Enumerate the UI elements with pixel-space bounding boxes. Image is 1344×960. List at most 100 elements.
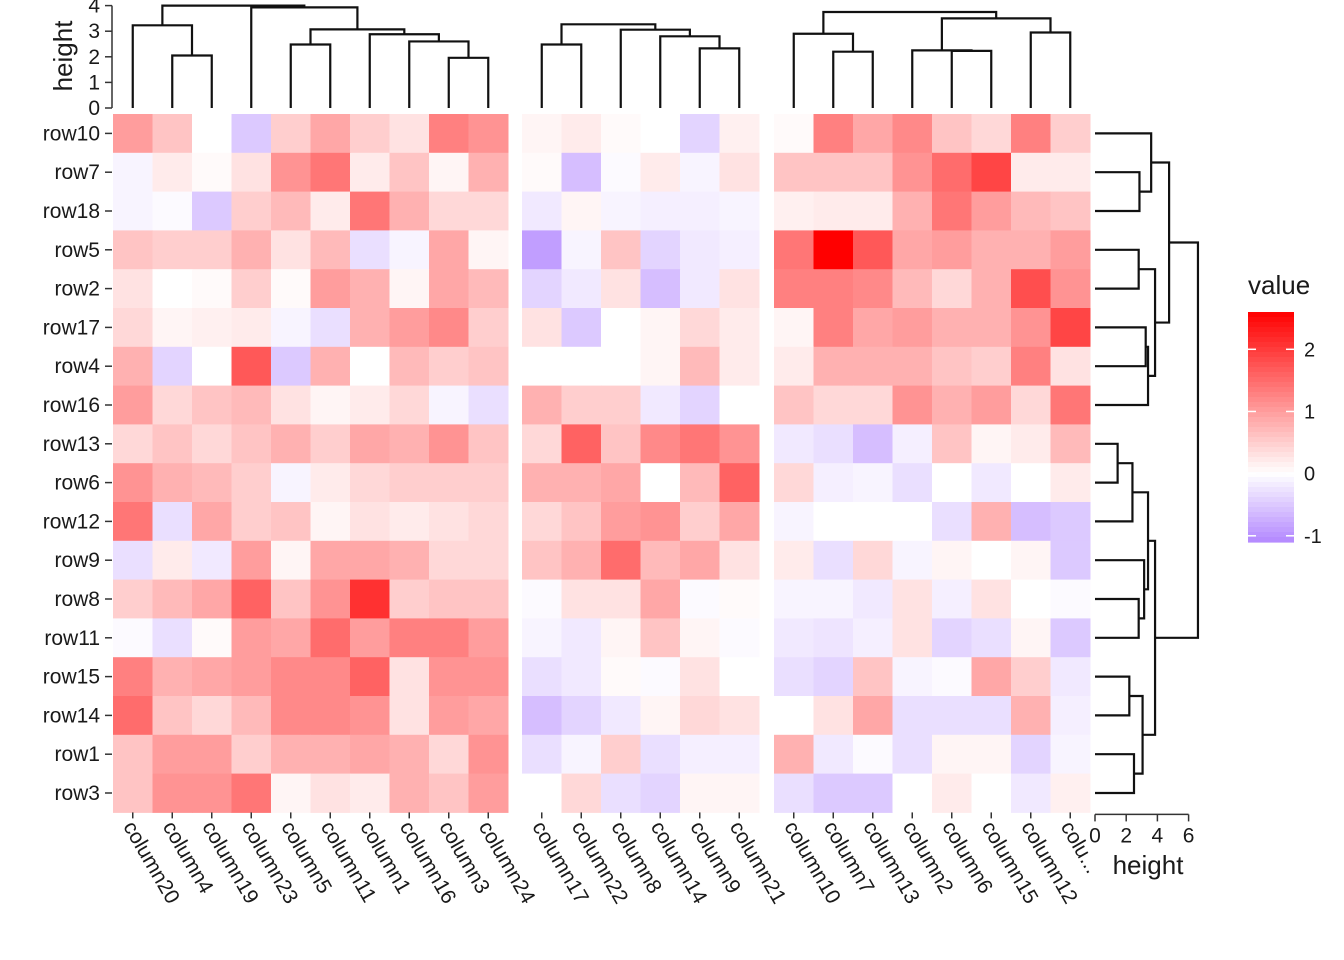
row-label: row7 <box>54 161 100 184</box>
heatmap-cell <box>892 502 933 542</box>
heatmap-cell <box>971 152 1012 193</box>
dendrogram-link <box>1095 462 1134 523</box>
heatmap-cell <box>1050 657 1091 697</box>
heatmap-cell <box>932 618 972 658</box>
heatmap-cell <box>932 230 972 270</box>
heatmap-cell <box>429 502 469 542</box>
heatmap-cell <box>350 152 390 193</box>
heatmap-cell <box>192 657 232 697</box>
heatmap-cell <box>389 618 430 658</box>
heatmap-cell <box>152 191 193 231</box>
heatmap-cell <box>231 152 272 193</box>
dendrogram-link <box>131 24 194 108</box>
heatmap-cell <box>601 657 641 697</box>
dendrogram-link <box>911 49 973 108</box>
heatmap-cell <box>640 579 681 619</box>
heatmap-cell <box>468 152 509 193</box>
dendrogram-link <box>1095 132 1153 193</box>
heatmap-cell <box>601 385 641 425</box>
row-label: row2 <box>54 278 100 301</box>
heatmap-cell <box>113 696 153 736</box>
right-axis-tick-label: 4 <box>1152 824 1164 847</box>
heatmap-cell <box>640 540 681 581</box>
dendrogram-link <box>1095 248 1140 290</box>
heatmap-cell <box>113 385 153 425</box>
heatmap-cell <box>601 152 641 193</box>
row-label: row10 <box>43 122 100 145</box>
heatmap-cell <box>350 230 390 270</box>
heatmap-cell <box>310 463 351 503</box>
heatmap-cell <box>640 385 681 425</box>
top-axis-tick-label: 0 <box>88 97 100 120</box>
heatmap-cell <box>932 579 972 619</box>
heatmap-cell <box>468 230 509 270</box>
heatmap-cells <box>113 114 1091 813</box>
heatmap-cell <box>231 230 272 270</box>
heatmap-cell <box>774 463 814 503</box>
heatmap-cell <box>1011 540 1051 581</box>
heatmap-cell <box>389 269 430 309</box>
heatmap-cell <box>113 191 153 231</box>
dendrogram-link <box>1151 161 1171 324</box>
heatmap-cell <box>932 346 972 387</box>
legend-title: value <box>1248 270 1310 300</box>
heatmap-cell <box>468 657 509 697</box>
heatmap-cell <box>231 540 272 581</box>
heatmap-cell <box>1050 385 1091 425</box>
heatmap-cell <box>113 308 153 348</box>
legend-color-step <box>1248 377 1294 383</box>
heatmap-cell <box>601 114 641 154</box>
heatmap-cell <box>561 657 602 697</box>
heatmap-cell <box>813 734 854 775</box>
heatmap-cell <box>152 618 193 658</box>
row-label: row16 <box>43 394 100 417</box>
heatmap-cell <box>719 308 760 348</box>
heatmap-cell <box>680 269 720 309</box>
heatmap-cell <box>680 502 720 542</box>
heatmap-cell <box>1050 696 1091 736</box>
heatmap-cell <box>719 191 760 231</box>
heatmap-cell <box>601 734 641 775</box>
heatmap-cell <box>113 618 153 658</box>
heatmap-cell <box>271 579 311 619</box>
legend-color-step <box>1248 342 1294 348</box>
dendrogram-link <box>1095 171 1141 213</box>
heatmap-cell <box>719 696 760 736</box>
heatmap-cell <box>1011 502 1051 542</box>
heatmap-cell <box>813 269 854 309</box>
heatmap-cell <box>892 230 933 270</box>
heatmap-cell <box>271 618 311 658</box>
heatmap-cell <box>853 540 893 581</box>
heatmap-cell <box>774 114 814 154</box>
legend-color-step <box>1248 447 1294 453</box>
heatmap-cell <box>853 502 893 542</box>
legend-tick-label: 1 <box>1304 401 1315 423</box>
legend-color-step <box>1248 367 1294 373</box>
dendrogram-link <box>447 56 490 108</box>
heatmap-cell <box>113 346 153 387</box>
heatmap-cell <box>522 230 562 270</box>
heatmap-cell <box>561 230 602 270</box>
heatmap-cell <box>429 114 469 154</box>
legend-color-step <box>1248 532 1294 538</box>
heatmap-cell <box>892 346 933 387</box>
heatmap-cell <box>113 657 153 697</box>
heatmap-cell <box>231 269 272 309</box>
legend-color-step <box>1248 347 1294 353</box>
legend-color-step <box>1248 317 1294 323</box>
heatmap-cell <box>113 734 153 775</box>
heatmap-cell <box>971 114 1012 154</box>
heatmap-cell <box>231 618 272 658</box>
heatmap-cell <box>522 540 562 581</box>
heatmap-cell <box>310 269 351 309</box>
top-axis-tick-label: 4 <box>88 0 100 18</box>
heatmap-cell <box>113 540 153 581</box>
right-axis-tick-label: 0 <box>1089 824 1101 847</box>
heatmap-cell <box>719 152 760 193</box>
legend-color-step <box>1248 487 1294 493</box>
heatmap-cell <box>971 618 1012 658</box>
heatmap-cell <box>429 385 469 425</box>
heatmap-cell <box>389 346 430 387</box>
heatmap-cell <box>971 696 1012 736</box>
heatmap-cell <box>350 424 390 464</box>
